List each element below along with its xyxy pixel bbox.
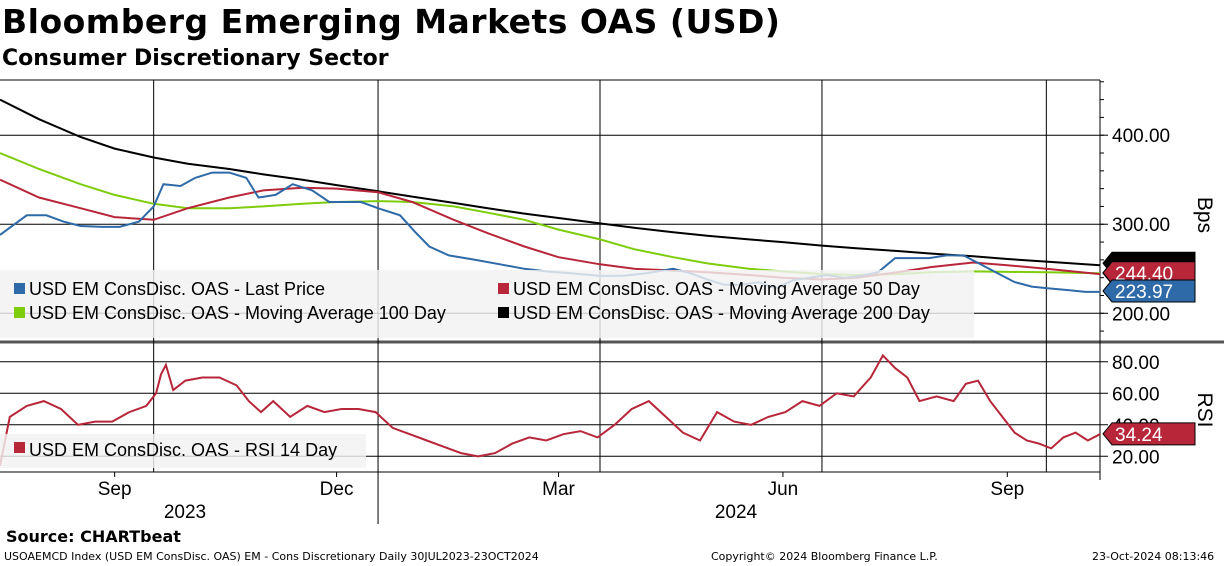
- legend-label: USD EM ConsDisc. OAS - Last Price: [29, 279, 325, 299]
- legend-swatch: [498, 283, 509, 294]
- legend-swatch: [14, 442, 25, 453]
- index-info: USOAEMCD Index (USD EM ConsDisc. OAS) EM…: [4, 550, 539, 563]
- year-label: 2023: [164, 502, 206, 523]
- x-tick-label: Jun: [768, 479, 799, 500]
- y-tick-label: 400.00: [1112, 126, 1170, 147]
- legend-swatch: [498, 307, 509, 318]
- x-tick-label: Mar: [542, 479, 575, 500]
- ma50-line: [0, 178, 1100, 281]
- y-tick-label: 60.00: [1112, 384, 1160, 405]
- y-axis-title: Bps: [1193, 197, 1216, 233]
- last-price-tag: [1102, 279, 1196, 303]
- y-tick-label: 300.00: [1112, 215, 1170, 236]
- lower-legend-box: [0, 434, 366, 468]
- copyright-text: Copyright© 2024 Bloomberg Finance L.P.: [711, 550, 938, 563]
- legend-label: USD EM ConsDisc. OAS - Moving Average 10…: [29, 303, 446, 323]
- y-tick-label: 20.00: [1112, 447, 1160, 468]
- x-tick-label: Dec: [320, 479, 354, 500]
- legend-swatch: [14, 283, 25, 294]
- year-label: 2024: [715, 502, 758, 523]
- source-label: Source: CHARTbeat: [6, 527, 181, 546]
- rsi-tag: [1102, 422, 1196, 446]
- legend-label: USD EM ConsDisc. OAS - Moving Average 20…: [513, 303, 930, 323]
- legend-label: USD EM ConsDisc. OAS - RSI 14 Day: [29, 440, 337, 460]
- legend-swatch: [14, 307, 25, 318]
- y-tick-label: 80.00: [1112, 353, 1160, 374]
- last-price-tag-label: 223.97: [1115, 282, 1173, 303]
- chart-subtitle: Consumer Discretionary Sector: [2, 46, 389, 71]
- x-tick-label: Sep: [98, 479, 132, 500]
- rsi-tag-label: 34.24: [1115, 425, 1163, 446]
- upper-legend-box: [0, 270, 974, 338]
- y-axis-title: RSI: [1193, 392, 1216, 427]
- ma200-line: [0, 98, 1100, 267]
- timestamp: 23-Oct-2024 08:13:46: [1092, 550, 1215, 563]
- chart-title: Bloomberg Emerging Markets OAS (USD): [2, 2, 781, 41]
- legend-label: USD EM ConsDisc. OAS - Moving Average 50…: [513, 279, 920, 299]
- y-tick-label: 200.00: [1112, 304, 1170, 325]
- rsi-line: [0, 353, 1100, 466]
- x-tick-label: Sep: [990, 479, 1024, 500]
